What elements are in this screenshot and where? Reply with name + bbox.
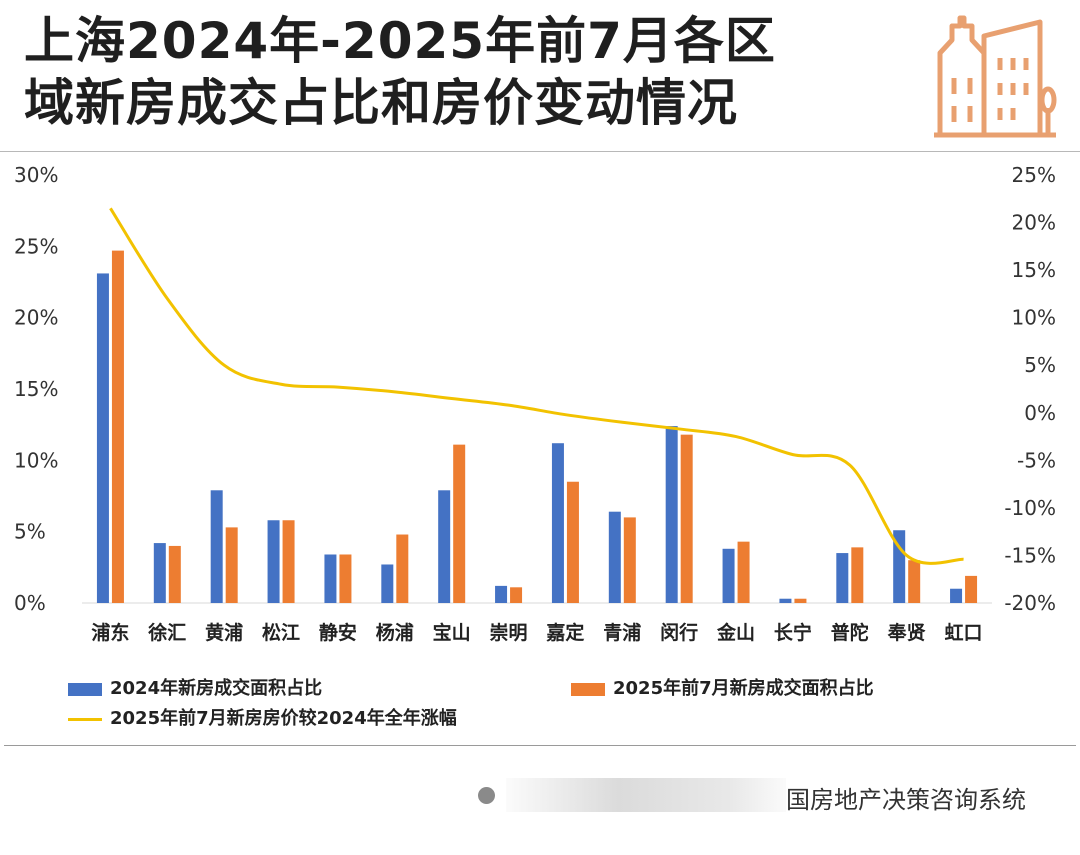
x-axis-category-label: 宝山	[433, 621, 471, 644]
legend-label-2024: 2024年新房成交面积占比	[110, 678, 323, 699]
bar-2025	[339, 554, 352, 603]
bar-2024	[779, 598, 792, 603]
bar-2024	[551, 443, 564, 603]
x-axis-category-label: 虹口	[945, 621, 983, 644]
bar-2025	[794, 598, 807, 603]
right-axis-tick-label: 15%	[1012, 258, 1056, 282]
bar-2024	[324, 554, 337, 603]
left-axis-tick-label: 15%	[14, 377, 58, 401]
legend-label-2025: 2025年前7月新房成交面积占比	[613, 678, 874, 699]
x-axis-category-label: 奉贤	[887, 621, 926, 644]
legend-item-2024: 2024年新房成交面积占比	[68, 674, 322, 700]
bar-2024	[96, 273, 109, 603]
bar-2025	[510, 587, 523, 603]
left-axis-tick-label: 25%	[14, 234, 58, 258]
legend-swatch-2025	[571, 682, 605, 696]
title-line-1: 上海2024年-2025年前7月各区	[24, 12, 776, 70]
blurred-watermark	[506, 778, 786, 812]
x-axis-category-label: 长宁	[774, 621, 812, 644]
x-axis-category-label: 静安	[319, 621, 357, 644]
page-title: 上海2024年-2025年前7月各区 域新房成交占比和房价变动情况	[24, 10, 904, 134]
x-axis-category-label: 徐汇	[147, 621, 186, 644]
x-axis-category-label: 金山	[716, 621, 755, 644]
bar-2025	[965, 575, 978, 603]
left-axis-tick-label: 30%	[14, 163, 58, 187]
left-axis-tick-label: 5%	[14, 520, 46, 544]
right-axis-tick-label: -20%	[1004, 591, 1056, 615]
x-axis-category-label: 崇明	[490, 621, 528, 644]
bar-2025	[453, 444, 466, 603]
x-axis-category-label: 松江	[262, 621, 300, 644]
bar-2024	[495, 585, 508, 603]
x-axis-category-label: 闵行	[660, 621, 698, 644]
price-change-line	[109, 207, 964, 565]
bar-2024	[267, 520, 280, 603]
legend-swatch-price	[68, 717, 102, 721]
bar-2025	[225, 527, 238, 603]
bar-2025	[623, 517, 636, 603]
bar-2024	[950, 588, 963, 603]
x-axis-category-label: 普陀	[831, 621, 869, 644]
bar-2025	[680, 434, 693, 603]
bar-2024	[722, 548, 735, 603]
right-axis-tick-label: -5%	[1017, 448, 1056, 472]
right-axis-tick-label: 25%	[1012, 163, 1056, 187]
right-axis-tick-label: -15%	[1004, 543, 1056, 567]
left-axis-tick-label: 20%	[14, 306, 58, 330]
right-axis-tick-label: 10%	[1012, 306, 1056, 330]
bar-2024	[836, 553, 849, 603]
bar-2025	[566, 481, 579, 603]
left-axis-tick-label: 0%	[14, 591, 46, 615]
footer-source-text: 国房地产决策咨询系统	[786, 786, 1026, 814]
bar-2024	[381, 564, 394, 603]
bar-2025	[396, 534, 409, 603]
bar-2025	[737, 541, 750, 603]
legend-swatch-2024	[68, 682, 102, 696]
bar-2024	[665, 426, 678, 603]
x-axis-category-label: 嘉定	[545, 621, 584, 644]
x-axis-category-label: 青浦	[603, 621, 641, 644]
bar-2024	[153, 543, 166, 603]
right-axis-tick-label: -10%	[1004, 496, 1056, 520]
left-axis-tick-label: 10%	[14, 448, 58, 472]
bar-2024	[210, 490, 223, 603]
bar-2025	[851, 547, 864, 603]
bar-2024	[893, 530, 906, 603]
legend-item-2025: 2025年前7月新房成交面积占比	[571, 674, 874, 700]
footer-divider	[4, 745, 1076, 746]
bar-2025	[111, 250, 124, 603]
bar-2024	[608, 511, 621, 603]
title-line-2: 域新房成交占比和房价变动情况	[24, 74, 738, 132]
building-icon	[934, 15, 1057, 138]
x-axis-category-label: 浦东	[91, 621, 129, 644]
right-axis-tick-label: 20%	[1012, 211, 1056, 235]
bar-2024	[438, 490, 451, 603]
right-axis-tick-label: 5%	[1024, 353, 1056, 377]
legend-item-price: 2025年前7月新房房价较2024年全年涨幅	[68, 704, 457, 730]
bar-2025	[908, 560, 921, 603]
header-divider	[0, 151, 1080, 152]
dot-icon	[478, 787, 495, 804]
x-axis-category-label: 黄浦	[205, 621, 243, 644]
bar-2025	[168, 545, 181, 603]
legend-label-price: 2025年前7月新房房价较2024年全年涨幅	[110, 708, 457, 729]
bar-2025	[282, 520, 295, 603]
right-axis-tick-label: 0%	[1024, 401, 1056, 425]
chart-area: 0% 5% 10% 15% 20% 25% 30% -20% -15% -10% -5% 0% 5% 10…	[14, 163, 1056, 644]
x-axis-category-label: 杨浦	[376, 621, 414, 644]
